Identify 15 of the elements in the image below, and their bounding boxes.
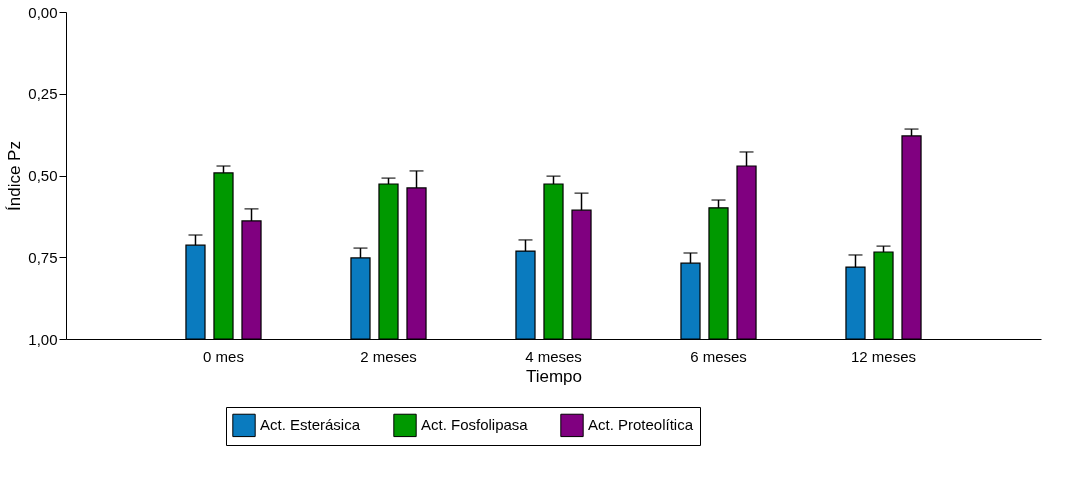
y-tick-label: 1,00 [28, 330, 58, 348]
legend-label: Act. Fosfolipasa [421, 416, 529, 434]
x-tick-label: 2 meses [360, 347, 417, 365]
x-tick-label: 4 meses [525, 347, 582, 365]
y-tick-label: 0,00 [28, 3, 58, 21]
y-axis-title: Índice Pz [5, 141, 25, 211]
y-tick-label: 0,50 [28, 167, 58, 184]
y-tick-label: 0,25 [28, 85, 58, 103]
x-tick-label: 6 meses [690, 347, 747, 365]
x-axis-title: Tiempo [525, 366, 583, 386]
legend-label: Act. Esterásica [260, 416, 361, 434]
x-tick-label: 12 meses [850, 347, 917, 365]
y-tick-label: 0,75 [28, 248, 58, 266]
legend-label: Act. Proteolítica [588, 416, 694, 434]
x-tick-label: 0 mes [203, 347, 244, 365]
